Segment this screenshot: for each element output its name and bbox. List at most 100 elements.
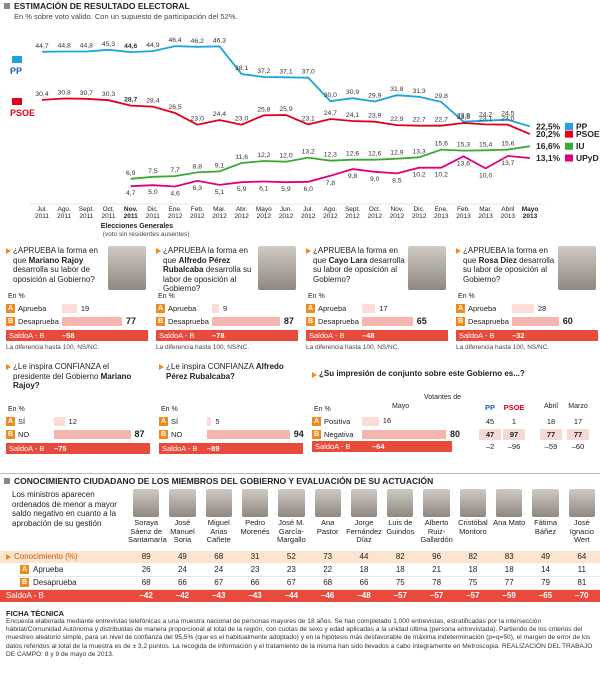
data-label: 44,6 xyxy=(124,43,137,50)
data-label: 24,4 xyxy=(213,111,226,118)
cell-value: –70 xyxy=(575,591,589,600)
row-label: Aprueba xyxy=(318,304,347,313)
party-label: PP xyxy=(10,66,23,76)
question: ¿APRUEBA la forma en que Cayo Lara desar… xyxy=(313,246,405,284)
balance-label: SaldoA - B xyxy=(6,591,44,600)
bullet xyxy=(456,248,461,254)
balance-row xyxy=(159,443,303,454)
note: La diferencia hasta 100, NS/NC. xyxy=(456,344,550,351)
data-label: 6,9 xyxy=(126,170,136,177)
cell-value: 67 xyxy=(214,578,224,587)
cell-value: 75 xyxy=(468,578,478,587)
question-text: desarrolla su labor de oposición al Gobi… xyxy=(163,265,252,293)
row-letter: B xyxy=(156,317,165,326)
x-tick-label: Jun. 2012 xyxy=(278,206,294,220)
cell-value: 18 xyxy=(359,565,369,574)
column-header: Votantes de xyxy=(424,394,461,401)
question-text: ¿Le inspira CONFIANZA xyxy=(166,362,254,371)
bullet xyxy=(312,372,317,378)
data-label: 15,6 xyxy=(435,141,448,148)
cell-value: –59 xyxy=(544,442,558,451)
data-label: 24,7 xyxy=(324,110,337,117)
cell-value: 31 xyxy=(250,552,260,561)
data-label: 15,6 xyxy=(501,141,514,148)
x-tick-label: Sept. 2012 xyxy=(344,206,361,220)
bar xyxy=(54,417,65,426)
data-label: 44,8 xyxy=(58,42,71,49)
chart-subtitle: En % sobre voto válido. Con un supuesto … xyxy=(14,12,238,21)
section-marker xyxy=(4,3,10,9)
data-label: 5,9 xyxy=(237,186,247,193)
row-letter: A xyxy=(6,417,15,426)
data-label: 46,4 xyxy=(168,37,181,44)
cell-value: –42 xyxy=(139,591,153,600)
x-tick-label: Ene. 2013 xyxy=(434,206,449,220)
cell-value: 77 xyxy=(546,429,556,439)
balance-value: –48 xyxy=(362,331,375,340)
data-label: 46,2 xyxy=(191,38,204,45)
cell-value: 81 xyxy=(577,578,587,587)
data-label: 13,7 xyxy=(501,160,514,167)
bar-value: 60 xyxy=(562,316,573,326)
data-label: 6,0 xyxy=(303,186,313,193)
balance-label: SaldoA - B xyxy=(162,444,198,453)
legend-swatch xyxy=(565,154,573,162)
bar xyxy=(512,304,534,313)
data-label: 31,8 xyxy=(390,86,403,93)
data-label: 23,0 xyxy=(501,116,514,123)
row-letter: B xyxy=(6,430,15,439)
minister-name: José Ignacio Wert xyxy=(569,518,594,544)
photo xyxy=(241,489,269,517)
photo xyxy=(314,489,341,517)
data-label: 15,4 xyxy=(479,141,492,148)
row-letter: B xyxy=(159,430,168,439)
x-tick-label: Oct. 2012 xyxy=(367,206,382,220)
end-label: 22,5% xyxy=(536,121,561,131)
data-label: 22,7 xyxy=(435,117,448,124)
annotation-note: (voto sin residentes ausentes) xyxy=(102,231,190,238)
x-tick-label: Ene. 2012 xyxy=(167,206,183,220)
question-name: Alfredo Pérez Rubalcaba xyxy=(163,255,231,275)
data-label: 29,9 xyxy=(368,93,381,100)
balance-row xyxy=(0,590,600,602)
data-label: 13,3 xyxy=(412,148,425,155)
photo xyxy=(532,489,559,517)
question-text: desarrolla su labor de oposición al Gobi… xyxy=(13,265,95,284)
data-label: 44,8 xyxy=(80,42,93,49)
impression-title: ¿Su impresión de conjunto sobre este Gob… xyxy=(319,369,525,378)
x-tick-label: Feb. 2013 xyxy=(456,206,471,220)
data-label: 10,2 xyxy=(435,172,448,179)
cell-value: 11 xyxy=(577,565,586,574)
minister-name: José M. García-Margallo xyxy=(276,518,306,544)
party-logo xyxy=(12,56,22,63)
row-rule xyxy=(18,576,600,577)
ficha-text: Encuesta elaborada mediante entrevistas … xyxy=(6,618,593,658)
cell-bg xyxy=(503,428,525,440)
data-label: 8,8 xyxy=(193,163,203,170)
bar xyxy=(207,430,290,439)
cell-value: 18 xyxy=(504,565,514,574)
data-label: 7,5 xyxy=(148,168,158,175)
cell-value: 68 xyxy=(141,578,151,587)
cell-value: 24 xyxy=(214,565,224,574)
data-label: 22,9 xyxy=(390,116,403,123)
cell-value: –57 xyxy=(429,591,444,600)
photo xyxy=(408,246,446,290)
row-letter: B xyxy=(20,578,29,587)
data-label: 9,0 xyxy=(370,176,380,183)
legend-swatch xyxy=(565,130,573,138)
data-label: 6,1 xyxy=(259,186,269,193)
cell-value: 18 xyxy=(468,565,478,574)
cell-value: –46 xyxy=(321,591,335,600)
cell-value: –57 xyxy=(393,591,407,600)
cell-value: 49 xyxy=(541,552,550,561)
bar-value: 16 xyxy=(382,416,392,425)
question: ¿APRUEBA la forma en que Rosa Díez desar… xyxy=(463,246,555,284)
question-text: ¿APRUEBA la forma en que xyxy=(163,246,248,265)
data-label: 4,6 xyxy=(170,191,180,198)
unit-label: En % xyxy=(308,293,325,300)
cell-value: 24 xyxy=(177,565,187,574)
legend-label: UPyD xyxy=(576,153,599,163)
unit-label: En % xyxy=(158,293,175,300)
legend-swatch xyxy=(565,122,573,130)
